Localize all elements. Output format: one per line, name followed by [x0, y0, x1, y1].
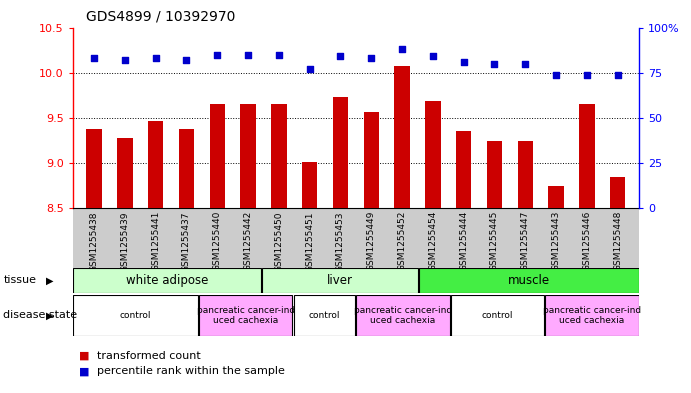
Bar — [294, 295, 355, 336]
Point — [335, 53, 346, 60]
Text: liver: liver — [327, 274, 353, 287]
Bar — [419, 268, 638, 293]
Text: percentile rank within the sample: percentile rank within the sample — [97, 366, 285, 376]
Bar — [425, 101, 441, 208]
Point — [274, 51, 285, 58]
Text: tissue: tissue — [3, 275, 37, 285]
Text: ▶: ▶ — [46, 310, 53, 320]
Bar — [395, 66, 410, 208]
Point — [211, 51, 223, 58]
Bar — [451, 295, 544, 336]
Text: ▶: ▶ — [46, 275, 53, 285]
Text: pancreatic cancer-ind
uced cachexia: pancreatic cancer-ind uced cachexia — [354, 306, 452, 325]
Point — [366, 55, 377, 61]
Bar — [209, 104, 225, 208]
Bar — [456, 132, 471, 208]
Text: transformed count: transformed count — [97, 351, 200, 361]
Bar — [199, 295, 292, 336]
Text: control: control — [309, 311, 340, 320]
Bar — [579, 104, 594, 208]
Bar — [357, 295, 450, 336]
Bar — [333, 97, 348, 208]
Bar — [518, 141, 533, 208]
Point — [243, 51, 254, 58]
Point — [150, 55, 161, 61]
Text: ■: ■ — [79, 351, 90, 361]
Point — [458, 59, 469, 65]
Text: ■: ■ — [79, 366, 90, 376]
Text: disease state: disease state — [3, 310, 77, 320]
Text: control: control — [120, 311, 151, 320]
Text: white adipose: white adipose — [126, 274, 208, 287]
Point — [181, 57, 192, 63]
Bar — [179, 129, 194, 208]
Bar — [271, 104, 287, 208]
Point — [581, 72, 592, 78]
Bar — [549, 186, 564, 208]
Point — [120, 57, 131, 63]
Point — [304, 66, 315, 72]
Text: control: control — [482, 311, 513, 320]
Text: GDS4899 / 10392970: GDS4899 / 10392970 — [86, 10, 236, 24]
Bar — [240, 104, 256, 208]
Bar — [117, 138, 133, 208]
Point — [397, 46, 408, 52]
Point — [427, 53, 438, 60]
Point — [489, 61, 500, 67]
Point — [612, 72, 623, 78]
Bar — [86, 129, 102, 208]
Text: pancreatic cancer-ind
uced cachexia: pancreatic cancer-ind uced cachexia — [543, 306, 641, 325]
Bar — [262, 268, 418, 293]
Bar — [545, 295, 638, 336]
Bar — [610, 177, 625, 208]
Text: muscle: muscle — [508, 274, 550, 287]
Text: pancreatic cancer-ind
uced cachexia: pancreatic cancer-ind uced cachexia — [197, 306, 295, 325]
Point — [551, 72, 562, 78]
Bar — [148, 121, 163, 208]
Bar — [486, 141, 502, 208]
Bar — [73, 268, 261, 293]
Bar — [73, 295, 198, 336]
Bar — [302, 162, 317, 208]
Point — [520, 61, 531, 67]
Bar — [363, 112, 379, 208]
Point — [88, 55, 100, 61]
